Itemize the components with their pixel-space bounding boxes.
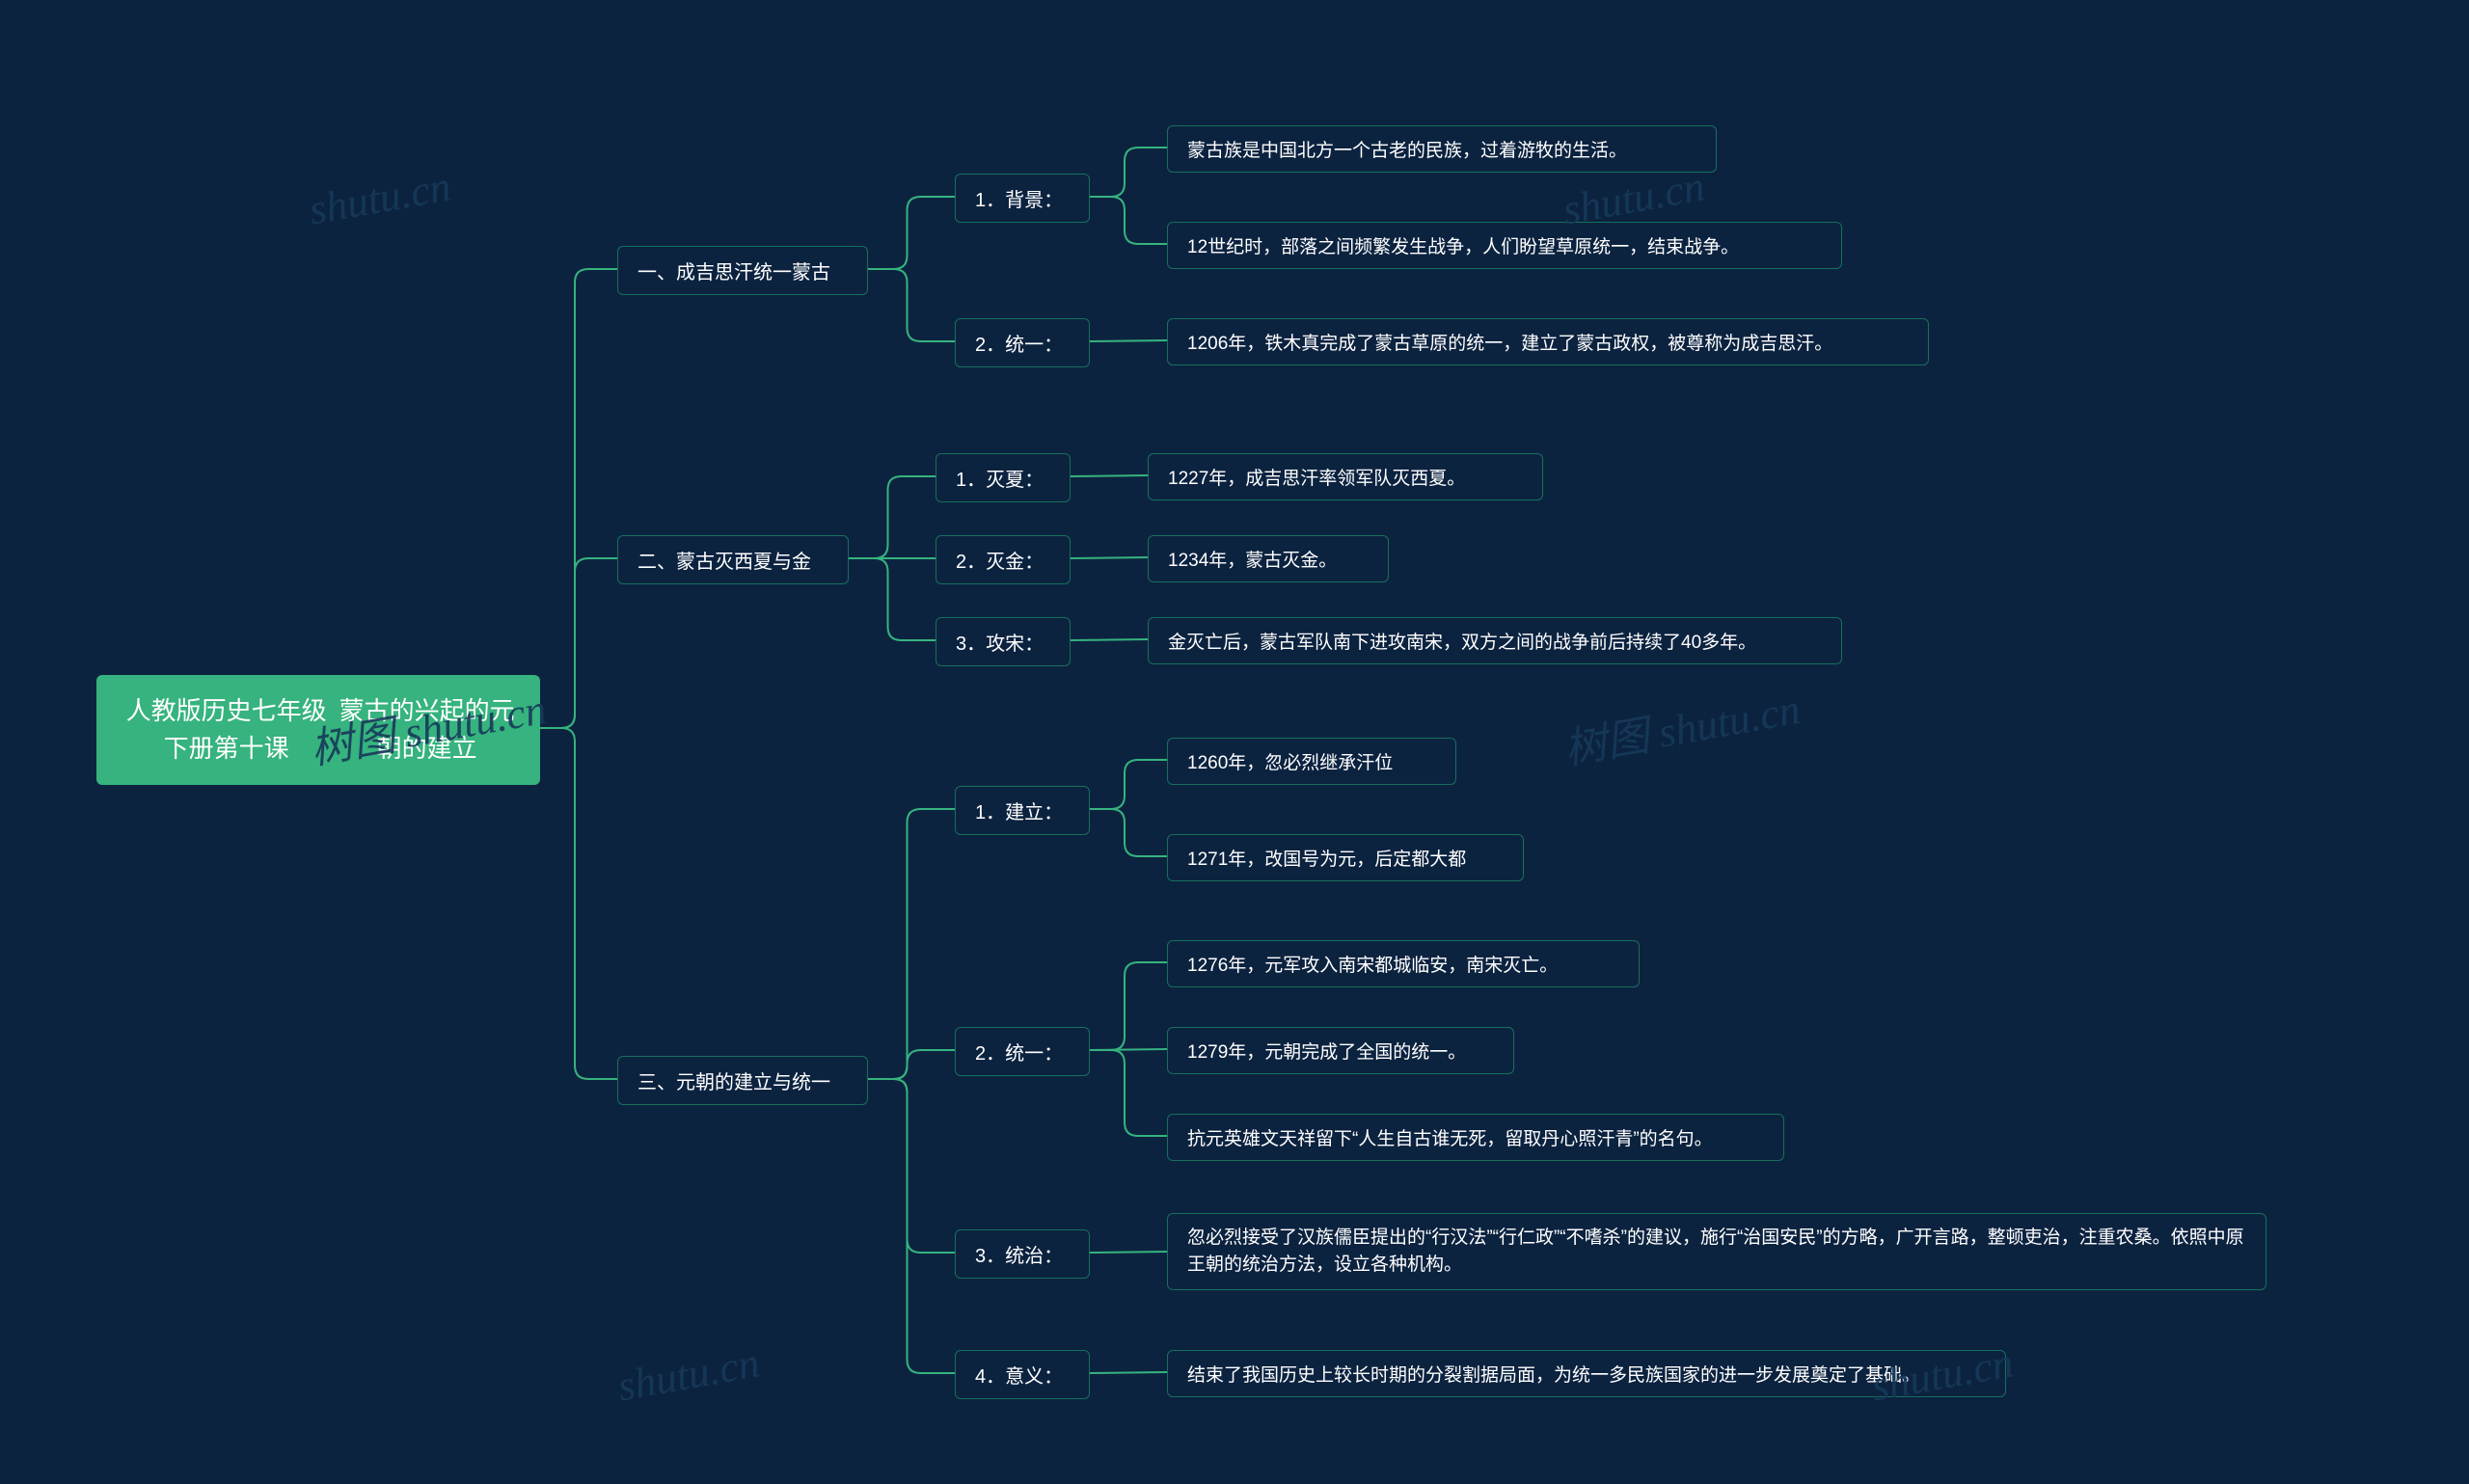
branch-1-child-2-label: 2．统一：: [975, 329, 1063, 357]
branch-2-child-3: 3．攻宋：: [936, 617, 1071, 666]
branch-2-label: 二、蒙古灭西夏与金: [638, 546, 811, 574]
mindmap-canvas: 人教版历史七年级下册第十课蒙古的兴起的元朝的建立 一、成吉思汗统一蒙古 1．背景： 蒙…: [0, 0, 2469, 1484]
branch-3-child-3: 3．统治：: [955, 1229, 1090, 1279]
leaf-b3-b3c2-3: 抗元英雄文天祥留下“人生自古谁无死，留取丹心照汗青”的名句。: [1167, 1114, 1784, 1161]
branch-1-child-2: 2．统一：: [955, 318, 1090, 367]
branch-1-child-1: 1．背景：: [955, 174, 1090, 223]
branch-1-label: 一、成吉思汗统一蒙古: [638, 256, 830, 284]
connector: [1071, 475, 1148, 476]
leaf-b1-b1c2-1-label: 1206年，铁木真完成了蒙古草原的统一，建立了蒙古政权，被尊称为成吉思汗。: [1187, 329, 1832, 355]
branch-3: 三、元朝的建立与统一: [617, 1056, 868, 1105]
branch-2-child-3-label: 3．攻宋：: [956, 628, 1044, 656]
leaf-b3-b3c4-1-label: 结束了我国历史上较长时期的分裂割据局面，为统一多民族国家的进一步发展奠定了基础。: [1187, 1361, 1920, 1387]
leaf-b2-b2c3-1-label: 金灭亡后，蒙古军队南下进攻南宋，双方之间的战争前后持续了40多年。: [1168, 628, 1756, 654]
branch-3-child-2: 2．统一：: [955, 1027, 1090, 1076]
leaf-b1-b1c2-1: 1206年，铁木真完成了蒙古草原的统一，建立了蒙古政权，被尊称为成吉思汗。: [1167, 318, 1929, 365]
connector: [1090, 148, 1167, 197]
connector: [868, 269, 955, 341]
watermark: shutu.cn: [614, 1338, 763, 1412]
connector: [849, 476, 936, 558]
branch-3-child-3-label: 3．统治：: [975, 1240, 1063, 1268]
connector: [1090, 1252, 1167, 1253]
leaf-b2-b2c1-1: 1227年，成吉思汗率领军队灭西夏。: [1148, 453, 1543, 500]
leaf-b3-b3c3-1-label: 忽必烈接受了汉族儒臣提出的“行汉法”“行仁政”“不嗜杀”的建议，施行“治国安民”…: [1187, 1225, 2246, 1280]
connector: [868, 809, 955, 1079]
root-node: 人教版历史七年级下册第十课蒙古的兴起的元朝的建立: [96, 675, 540, 785]
connector: [1090, 1049, 1167, 1050]
leaf-b3-b3c1-1: 1260年，忽必烈继承汗位: [1167, 738, 1456, 785]
leaf-b3-b3c2-3-label: 抗元英雄文天祥留下“人生自古谁无死，留取丹心照汗青”的名句。: [1187, 1124, 1713, 1150]
leaf-b1-b1c1-1: 蒙古族是中国北方一个古老的民族，过着游牧的生活。: [1167, 125, 1717, 173]
branch-2: 二、蒙古灭西夏与金: [617, 535, 849, 584]
connector: [868, 1079, 955, 1373]
connector: [1090, 760, 1167, 809]
leaf-b3-b3c1-2-label: 1271年，改国号为元，后定都大都: [1187, 845, 1466, 871]
leaf-b1-b1c1-1-label: 蒙古族是中国北方一个古老的民族，过着游牧的生活。: [1187, 136, 1627, 162]
connector: [1090, 340, 1167, 341]
watermark: 树图 shutu.cn: [1559, 674, 1804, 776]
connector: [868, 1050, 955, 1079]
leaf-b2-b2c2-1: 1234年，蒙古灭金。: [1148, 535, 1389, 582]
branch-3-label: 三、元朝的建立与统一: [638, 1066, 830, 1094]
leaf-b3-b3c4-1: 结束了我国历史上较长时期的分裂割据局面，为统一多民族国家的进一步发展奠定了基础。: [1167, 1350, 2006, 1397]
connector: [1090, 1050, 1167, 1136]
connector: [1090, 962, 1167, 1050]
leaf-b1-b1c1-2-label: 12世纪时，部落之间频繁发生战争，人们盼望草原统一，结束战争。: [1187, 232, 1739, 258]
connector: [868, 1079, 955, 1253]
connector: [540, 269, 617, 728]
leaf-b3-b3c2-1: 1276年，元军攻入南宋都城临安，南宋灭亡。: [1167, 940, 1640, 987]
leaf-b3-b3c1-1-label: 1260年，忽必烈继承汗位: [1187, 748, 1393, 774]
connector: [1090, 809, 1167, 856]
connector: [1090, 197, 1167, 244]
leaf-b1-b1c1-2: 12世纪时，部落之间频繁发生战争，人们盼望草原统一，结束战争。: [1167, 222, 1842, 269]
branch-3-child-1-label: 1．建立：: [975, 796, 1063, 824]
branch-2-child-2: 2．灭金：: [936, 535, 1071, 584]
leaf-b3-b3c1-2: 1271年，改国号为元，后定都大都: [1167, 834, 1524, 881]
connector: [1090, 1372, 1167, 1373]
connector: [849, 558, 936, 640]
leaf-b3-b3c2-2: 1279年，元朝完成了全国的统一。: [1167, 1027, 1514, 1074]
branch-3-child-4: 4．意义：: [955, 1350, 1090, 1399]
root-line: 蒙古的兴起的元朝的建立: [335, 692, 519, 768]
branch-3-child-4-label: 4．意义：: [975, 1361, 1063, 1389]
branch-1: 一、成吉思汗统一蒙古: [617, 246, 868, 295]
connector: [1071, 639, 1148, 640]
leaf-b3-b3c2-1-label: 1276年，元军攻入南宋都城临安，南宋灭亡。: [1187, 951, 1558, 977]
leaf-b2-b2c1-1-label: 1227年，成吉思汗率领军队灭西夏。: [1168, 464, 1465, 490]
branch-3-child-1: 1．建立：: [955, 786, 1090, 835]
connector: [540, 558, 617, 728]
connector: [868, 197, 955, 269]
leaf-b2-b2c3-1: 金灭亡后，蒙古军队南下进攻南宋，双方之间的战争前后持续了40多年。: [1148, 617, 1842, 664]
branch-2-child-1-label: 1．灭夏：: [956, 464, 1044, 492]
leaf-b3-b3c2-2-label: 1279年，元朝完成了全国的统一。: [1187, 1038, 1466, 1064]
branch-3-child-2-label: 2．统一：: [975, 1038, 1063, 1066]
watermark: shutu.cn: [306, 162, 454, 235]
branch-2-child-1: 1．灭夏：: [936, 453, 1071, 502]
leaf-b3-b3c3-1: 忽必烈接受了汉族儒臣提出的“行汉法”“行仁政”“不嗜杀”的建议，施行“治国安民”…: [1167, 1213, 2266, 1290]
branch-2-child-2-label: 2．灭金：: [956, 546, 1044, 574]
leaf-b2-b2c2-1-label: 1234年，蒙古灭金。: [1168, 546, 1337, 572]
root-line: 人教版历史七年级下册第十课: [118, 692, 335, 768]
branch-1-child-1-label: 1．背景：: [975, 184, 1063, 212]
connector: [540, 728, 617, 1079]
connector: [1071, 557, 1148, 558]
